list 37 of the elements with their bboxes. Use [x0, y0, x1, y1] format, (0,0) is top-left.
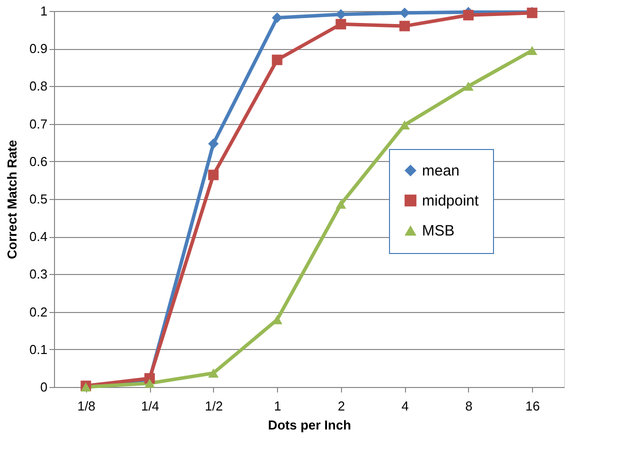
legend-label: mean	[422, 162, 460, 180]
x-tick-label: 1/8	[77, 398, 96, 414]
point	[526, 46, 538, 56]
y-tick-label: 0.5	[29, 192, 48, 206]
x-tick-label: 8	[465, 398, 472, 414]
point	[399, 120, 410, 130]
y-tick-label: 0.1	[29, 342, 48, 357]
y-tick-label: 0.6	[29, 154, 48, 169]
point	[208, 170, 219, 180]
y-tick-label: 0.4	[29, 229, 48, 244]
x-tick-label: 1	[274, 398, 282, 414]
y-tick-label: 0.9	[29, 41, 48, 56]
y-tick-label: 0	[40, 380, 48, 394]
x-tick-label: 1/2	[204, 398, 223, 414]
x-tick-label: 2	[338, 398, 345, 414]
y-tick-label: 0.2	[29, 304, 48, 320]
x-tick-label: 4	[402, 398, 409, 414]
point	[463, 82, 474, 91]
point	[272, 12, 282, 24]
y-axis-title: Correct Match Rate	[4, 140, 20, 260]
y-tick-label: 0.7	[29, 116, 48, 132]
legend-label: midpoint	[422, 192, 480, 210]
point	[463, 10, 474, 20]
point	[208, 138, 219, 149]
x-tick-label: 16	[525, 398, 540, 414]
y-tick-label: 0.3	[29, 266, 48, 282]
y-tick-label: 0.8	[29, 78, 48, 94]
x-tick-label: 1/4	[141, 398, 160, 414]
legend-label: MSB	[422, 222, 455, 240]
point	[272, 54, 282, 66]
point	[336, 200, 346, 209]
point	[336, 18, 346, 30]
y-tick-label: 1	[40, 4, 48, 18]
point	[208, 368, 219, 378]
point	[399, 20, 410, 32]
x-axis-title: Dots per Inch	[268, 418, 352, 432]
point	[144, 378, 155, 388]
